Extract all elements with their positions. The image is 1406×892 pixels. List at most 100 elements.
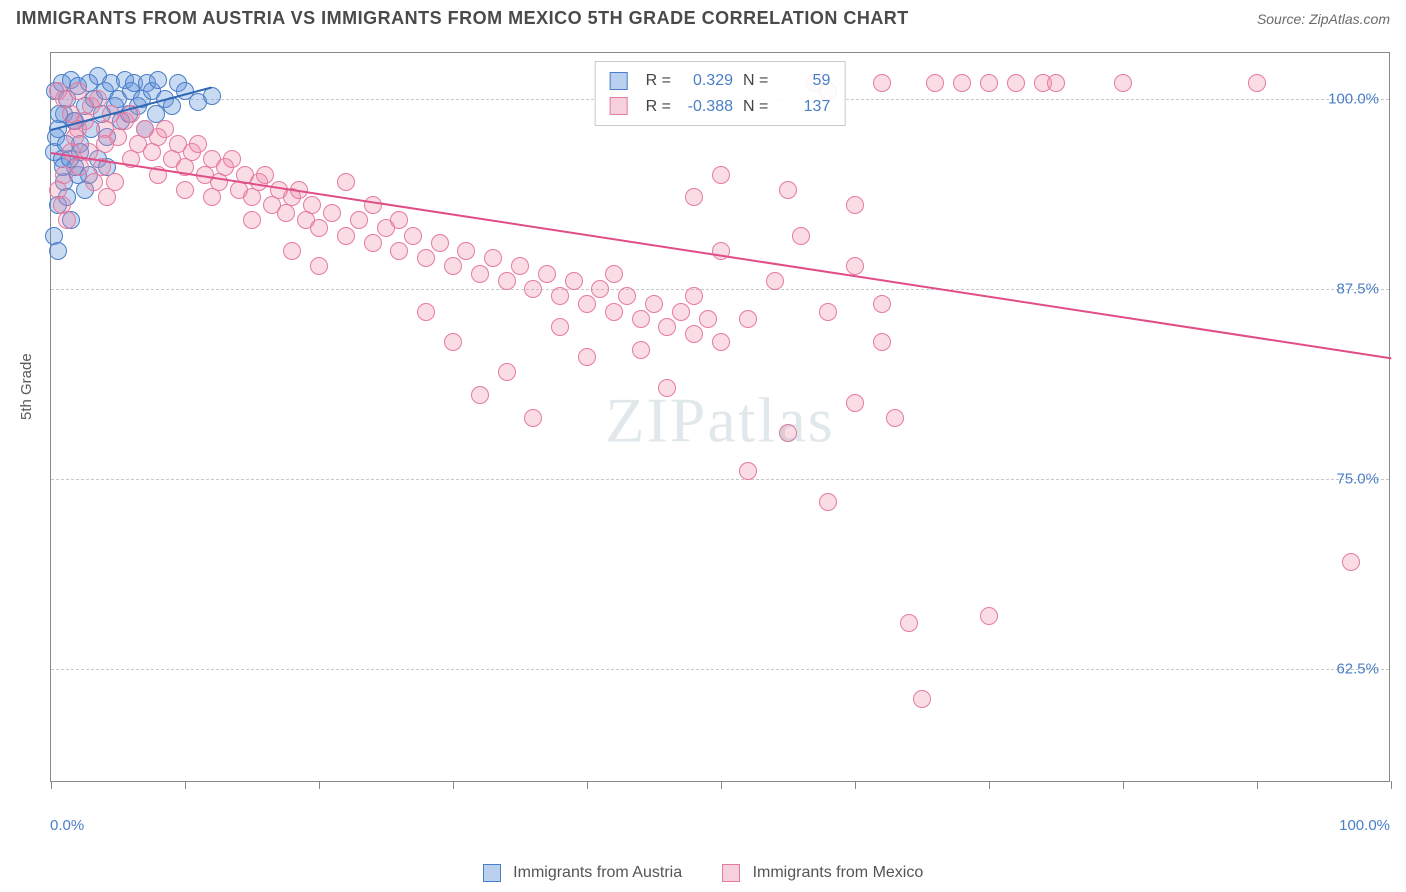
- point-mexico: [980, 74, 998, 92]
- point-mexico: [390, 211, 408, 229]
- point-mexico: [551, 287, 569, 305]
- plot-canvas: 62.5%75.0%87.5%100.0%: [51, 53, 1389, 781]
- stats-legend-box: R = 0.329 N = 59 R = -0.388 N = 137: [595, 61, 846, 126]
- point-mexico: [645, 295, 663, 313]
- point-mexico: [685, 287, 703, 305]
- legend-bottom: Immigrants from Austria Immigrants from …: [0, 864, 1406, 882]
- x-tick-mark: [319, 781, 320, 789]
- point-mexico: [846, 196, 864, 214]
- y-axis-label: 5th Grade: [18, 353, 35, 420]
- swatch-mexico: [610, 97, 628, 115]
- point-mexico: [417, 303, 435, 321]
- point-mexico: [524, 280, 542, 298]
- point-mexico: [605, 303, 623, 321]
- point-mexico: [310, 257, 328, 275]
- point-mexico: [873, 333, 891, 351]
- point-mexico: [350, 211, 368, 229]
- point-mexico: [203, 188, 221, 206]
- point-mexico: [1248, 74, 1266, 92]
- point-mexico: [538, 265, 556, 283]
- point-mexico: [471, 265, 489, 283]
- y-tick-label: 75.0%: [1336, 470, 1379, 487]
- point-mexico: [658, 318, 676, 336]
- x-tick-mark: [989, 781, 990, 789]
- stats-N-label: N =: [743, 68, 768, 94]
- x-tick-mark: [1257, 781, 1258, 789]
- x-tick-mark: [1391, 781, 1392, 789]
- point-mexico: [712, 166, 730, 184]
- point-mexico: [511, 257, 529, 275]
- point-mexico: [712, 333, 730, 351]
- legend-label-mexico: Immigrants from Mexico: [753, 864, 924, 881]
- point-mexico: [886, 409, 904, 427]
- x-tick-mark: [1123, 781, 1124, 789]
- point-mexico: [431, 234, 449, 252]
- point-mexico: [846, 394, 864, 412]
- point-mexico: [565, 272, 583, 290]
- stats-N-label: N =: [743, 94, 768, 120]
- x-tick-mark: [855, 781, 856, 789]
- y-tick-label: 100.0%: [1328, 90, 1379, 107]
- stats-R-mexico: -0.388: [681, 94, 733, 120]
- point-mexico: [364, 234, 382, 252]
- point-mexico: [498, 272, 516, 290]
- point-mexico: [779, 181, 797, 199]
- point-mexico: [524, 409, 542, 427]
- point-mexico: [444, 333, 462, 351]
- gridline-h: [51, 479, 1389, 480]
- point-mexico: [819, 303, 837, 321]
- point-mexico: [66, 128, 84, 146]
- point-mexico: [176, 181, 194, 199]
- point-mexico: [632, 341, 650, 359]
- legend-swatch-mexico: [722, 864, 740, 882]
- point-mexico: [873, 295, 891, 313]
- point-mexico: [913, 690, 931, 708]
- stats-R-label: R =: [646, 68, 671, 94]
- swatch-austria: [610, 72, 628, 90]
- point-mexico: [792, 227, 810, 245]
- stats-R-austria: 0.329: [681, 68, 733, 94]
- point-mexico: [980, 607, 998, 625]
- legend-item-austria: Immigrants from Austria: [483, 864, 682, 882]
- point-mexico: [618, 287, 636, 305]
- y-tick-label: 62.5%: [1336, 660, 1379, 677]
- point-mexico: [739, 462, 757, 480]
- legend-swatch-austria: [483, 864, 501, 882]
- point-mexico: [243, 211, 261, 229]
- point-mexico: [632, 310, 650, 328]
- chart-header: IMMIGRANTS FROM AUSTRIA VS IMMIGRANTS FR…: [0, 0, 1406, 33]
- x-tick-mark: [587, 781, 588, 789]
- point-mexico: [1007, 74, 1025, 92]
- legend-label-austria: Immigrants from Austria: [513, 864, 682, 881]
- point-mexico: [779, 424, 797, 442]
- point-austria: [49, 242, 67, 260]
- stats-N-mexico: 137: [778, 94, 830, 120]
- point-mexico: [223, 150, 241, 168]
- point-mexico: [578, 348, 596, 366]
- chart-title: IMMIGRANTS FROM AUSTRIA VS IMMIGRANTS FR…: [16, 8, 909, 29]
- point-mexico: [551, 318, 569, 336]
- point-mexico: [106, 173, 124, 191]
- point-mexico: [1047, 74, 1065, 92]
- point-mexico: [685, 188, 703, 206]
- stats-R-label: R =: [646, 94, 671, 120]
- point-mexico: [303, 196, 321, 214]
- x-tick-max: 100.0%: [1339, 817, 1390, 834]
- point-mexico: [96, 135, 114, 153]
- point-mexico: [926, 74, 944, 92]
- point-mexico: [471, 386, 489, 404]
- point-mexico: [578, 295, 596, 313]
- point-mexico: [685, 325, 703, 343]
- stats-row-mexico: R = -0.388 N = 137: [610, 94, 831, 120]
- x-tick-mark: [185, 781, 186, 789]
- point-mexico: [699, 310, 717, 328]
- point-mexico: [323, 204, 341, 222]
- point-mexico: [364, 196, 382, 214]
- point-mexico: [310, 219, 328, 237]
- point-mexico: [739, 310, 757, 328]
- point-mexico: [846, 257, 864, 275]
- point-mexico: [953, 74, 971, 92]
- point-mexico: [69, 82, 87, 100]
- point-mexico: [900, 614, 918, 632]
- point-mexico: [1114, 74, 1132, 92]
